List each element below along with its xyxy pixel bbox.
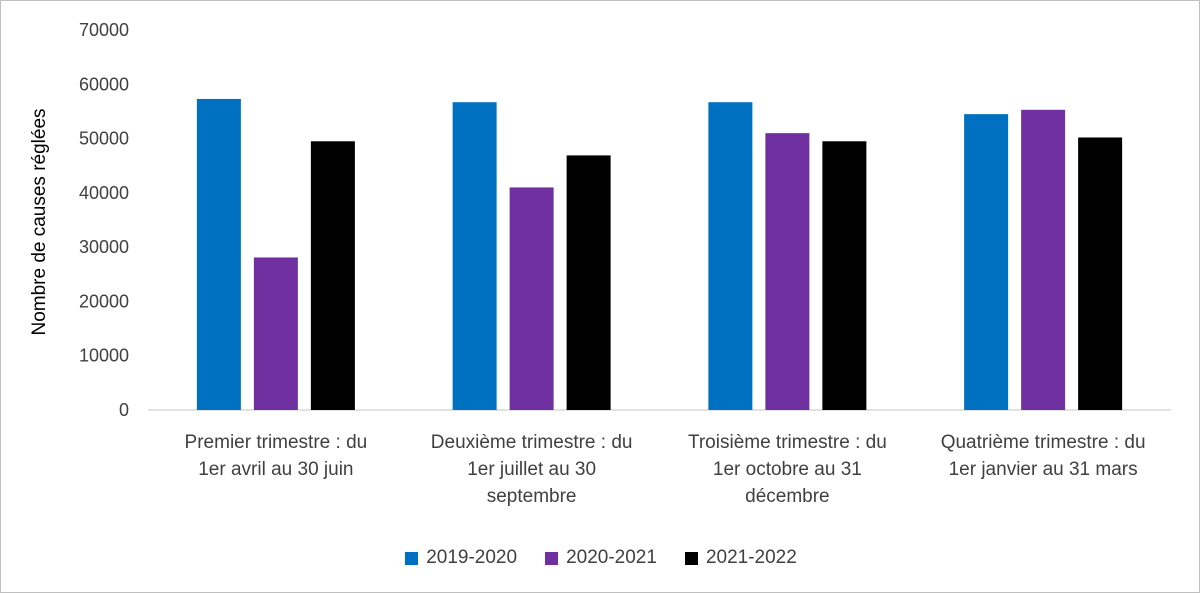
- legend-label: 2020-2021: [566, 547, 657, 568]
- legend-swatch: [545, 551, 559, 565]
- x-category-label: Quatrième trimestre : du 1er janvier au 3…: [941, 432, 1146, 480]
- bar-2020-2021-3: [1021, 109, 1066, 411]
- bar-chart: 0 10000 20000 30000 40000 50000 60000 70000 Pre…: [29, 20, 1171, 507]
- y-tick-label: 20000: [79, 291, 129, 311]
- legend: 2019-2020 2020-2021 2021-2022: [1, 547, 1200, 569]
- y-tick-label: 10000: [79, 346, 129, 366]
- legend-label: 2021-2022: [705, 547, 797, 568]
- x-category-label: Troisième trimestre : du 1er octobre au 3…: [688, 432, 887, 507]
- y-tick-label: 0: [119, 400, 129, 420]
- bar-2021-2022-2: [822, 141, 867, 411]
- y-axis-title: Nombre de causes réglées: [29, 108, 50, 335]
- bar-2019-2020-1: [452, 102, 497, 410]
- legend-swatch: [405, 551, 419, 565]
- y-tick-label: 60000: [79, 74, 129, 94]
- legend-item: 2020-2021: [545, 547, 657, 569]
- legend-swatch: [684, 551, 698, 565]
- y-tick-label: 50000: [79, 129, 129, 149]
- bar-2019-2020-3: [964, 114, 1009, 411]
- bar-2019-2020-2: [708, 102, 753, 410]
- x-category-label: Deuxième trimestre : du 1er juillet au 30…: [431, 432, 633, 507]
- bars: [196, 98, 1123, 411]
- bar-2019-2020-0: [196, 98, 241, 410]
- y-tick-label: 30000: [79, 237, 129, 257]
- bar-2020-2021-1: [509, 187, 554, 410]
- bar-2020-2021-0: [253, 257, 298, 410]
- bar-2020-2021-2: [765, 133, 810, 410]
- legend-label: 2019-2020: [426, 547, 518, 568]
- bar-2021-2022-3: [1078, 137, 1123, 410]
- x-axis-categories: Premier trimestre : du 1er avril au 30 ju…: [185, 432, 1146, 507]
- x-category-label: Premier trimestre : du 1er avril au 30 ju…: [185, 432, 368, 480]
- legend-item: 2019-2020: [405, 547, 517, 569]
- y-axis-ticks: 0 10000 20000 30000 40000 50000 60000 70000: [79, 20, 129, 420]
- bar-2021-2022-0: [310, 141, 355, 411]
- y-tick-label: 40000: [79, 183, 129, 203]
- legend-item: 2021-2022: [684, 547, 797, 569]
- bar-2021-2022-1: [566, 155, 611, 410]
- y-tick-label: 70000: [79, 20, 129, 40]
